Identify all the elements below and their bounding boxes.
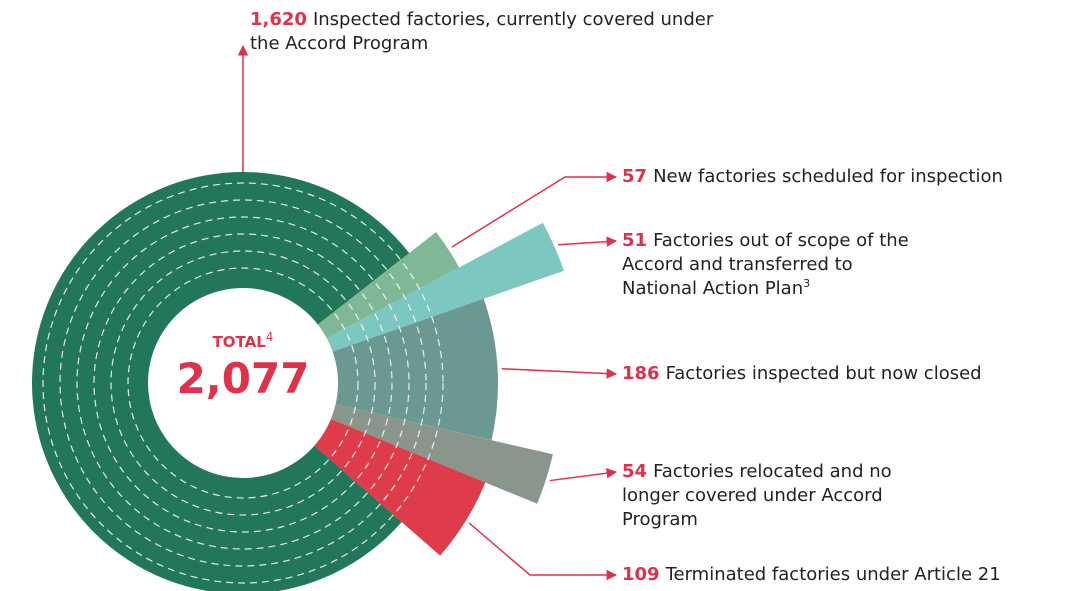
segment: [332, 298, 499, 441]
dashed-ring: [42, 182, 444, 584]
category-label: Terminated factories under Article 21: [665, 564, 1001, 585]
dashed-ring: [59, 199, 427, 567]
value-label: 186: [622, 363, 660, 384]
dashed-ring: [93, 233, 393, 533]
category-label: Inspected factories, currently covered u…: [250, 9, 714, 54]
category-label: Factories relocated and no longer covere…: [622, 461, 892, 530]
total-word: TOTAL4: [193, 330, 293, 351]
segment: [32, 172, 410, 591]
footnote: 3: [803, 277, 811, 290]
leader-line: [557, 236, 618, 247]
segment: [326, 222, 564, 352]
dashed-ring: [76, 216, 410, 550]
leader-line: [451, 171, 618, 248]
category-label: Factories out of scope of the Accord and…: [622, 230, 909, 299]
dashed-ring: [110, 250, 376, 516]
value-label: 109: [622, 564, 660, 585]
value-label: 54: [622, 461, 648, 482]
total-value: 2,077: [176, 354, 310, 403]
category-label: New factories scheduled for inspection: [653, 166, 1003, 187]
label: 51 Factories out of scope of the Accord a…: [622, 229, 922, 301]
dashed-ring: [127, 267, 359, 499]
leader-line: [501, 367, 618, 379]
leader-line: [549, 468, 618, 482]
segment: [330, 404, 553, 504]
total-word-text: TOTAL: [212, 333, 266, 351]
category-label: Factories inspected but now closed: [665, 363, 982, 384]
label: 186 Factories inspected but now closed: [622, 362, 1062, 386]
label: 57 New factories scheduled for inspection: [622, 165, 1062, 189]
segment: [317, 232, 460, 339]
label: 54 Factories relocated and no longer cove…: [622, 460, 942, 532]
total-note: 4: [265, 330, 274, 344]
label: 1,620 Inspected factories, currently cove…: [250, 8, 730, 56]
value-label: 57: [622, 166, 648, 187]
segment: [314, 419, 486, 556]
label: 109 Terminated factories under Article 21: [622, 563, 1062, 587]
leader-line: [468, 522, 618, 581]
value-label: 51: [622, 230, 648, 251]
value-label: 1,620: [250, 9, 307, 30]
